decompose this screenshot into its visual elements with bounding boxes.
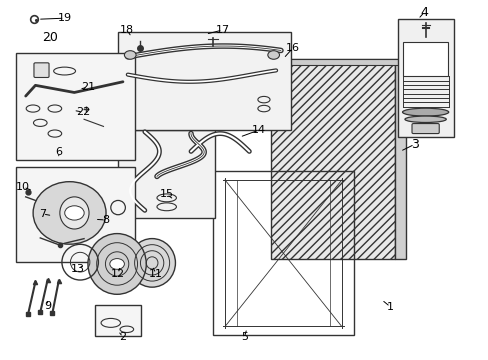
Ellipse shape — [128, 239, 175, 287]
Bar — [394, 59, 405, 258]
Text: 9: 9 — [44, 301, 51, 311]
Text: 6: 6 — [55, 147, 62, 157]
Bar — [403, 42, 447, 76]
Text: 14: 14 — [251, 125, 265, 135]
FancyBboxPatch shape — [34, 63, 49, 77]
Ellipse shape — [88, 234, 146, 294]
Bar — [95, 305, 141, 337]
Text: 10: 10 — [16, 182, 30, 192]
Text: 19: 19 — [58, 13, 72, 23]
Bar — [16, 53, 135, 160]
Text: 3: 3 — [410, 138, 418, 151]
Text: 7: 7 — [39, 209, 46, 219]
Text: 1: 1 — [386, 302, 393, 312]
Circle shape — [267, 51, 279, 59]
Text: 15: 15 — [160, 189, 173, 199]
Text: 16: 16 — [285, 43, 300, 53]
Bar — [118, 32, 290, 130]
Bar — [268, 59, 407, 65]
Text: 8: 8 — [102, 215, 109, 225]
Ellipse shape — [33, 182, 106, 244]
Ellipse shape — [60, 197, 89, 229]
Text: 22: 22 — [76, 107, 90, 117]
Text: 17: 17 — [215, 25, 229, 35]
Text: 20: 20 — [42, 31, 58, 44]
Bar — [118, 130, 215, 217]
Text: 2: 2 — [119, 332, 126, 342]
Circle shape — [124, 51, 136, 59]
Bar — [271, 59, 394, 258]
Text: 21: 21 — [81, 82, 95, 92]
Text: 18: 18 — [120, 25, 134, 35]
Text: 11: 11 — [149, 269, 163, 279]
FancyBboxPatch shape — [411, 123, 438, 134]
Text: 4: 4 — [420, 6, 427, 19]
Text: 5: 5 — [241, 332, 247, 342]
Bar — [16, 167, 135, 262]
Text: 12: 12 — [111, 269, 125, 279]
Ellipse shape — [402, 108, 448, 116]
Circle shape — [110, 258, 124, 269]
Bar — [397, 19, 453, 137]
Bar — [212, 171, 353, 336]
Ellipse shape — [404, 116, 446, 122]
Circle shape — [64, 206, 84, 220]
Text: 13: 13 — [71, 264, 85, 274]
